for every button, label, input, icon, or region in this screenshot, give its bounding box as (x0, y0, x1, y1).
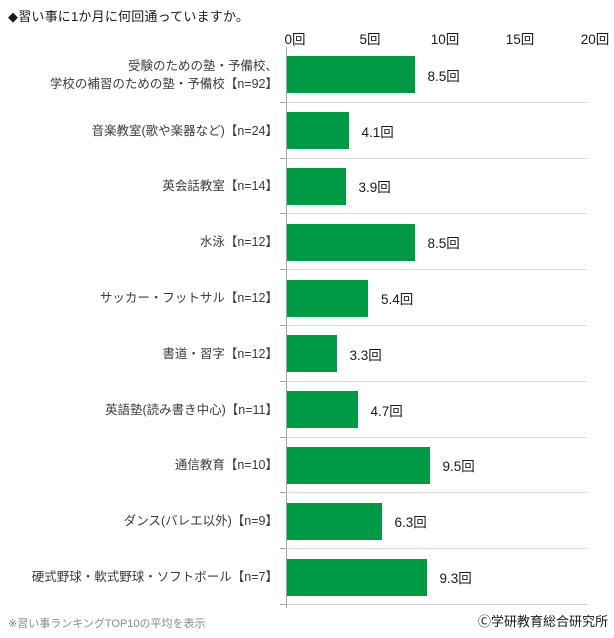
plot-cell: 4.7回 (280, 381, 587, 438)
plot-cell: 9.3回 (280, 549, 587, 608)
axis-bottom-tick (286, 603, 287, 608)
bar (287, 446, 430, 484)
value-label: 3.3回 (349, 347, 382, 363)
plot-cell: 8.5回 (280, 214, 587, 271)
chart-row: 書道・習字【n=12】 3.3回 (0, 325, 614, 382)
value-label: 5.4回 (381, 292, 414, 308)
category-label: 受験のための塾・予備校、 学校の補習のための塾・予備校【n=92】 (49, 58, 278, 91)
bar (287, 112, 349, 150)
chart-row: 英語塾(読み書き中心)【n=11】 4.7回 (0, 381, 614, 438)
plot-cell: 6.3回 (280, 493, 587, 550)
axis-top-tick (294, 43, 295, 47)
value-label: 9.3回 (439, 571, 472, 587)
category-label: 書道・習字【n=12】 (162, 346, 278, 361)
x-axis-tick-label: 0回 (284, 32, 306, 47)
value-label: 6.3回 (394, 515, 427, 531)
bar (287, 167, 346, 205)
value-label: 9.5回 (442, 459, 475, 475)
category-label: ダンス(バレエ以外)【n=9】 (123, 514, 278, 529)
category-label: サッカー・フットサル【n=12】 (99, 291, 278, 306)
value-label: 4.7回 (370, 403, 403, 419)
chart-row: 通信教育【n=10】 9.5回 (0, 437, 614, 494)
value-label: 3.9回 (358, 180, 391, 196)
x-axis-tick-label: 5回 (359, 32, 381, 47)
bar (287, 502, 382, 540)
axis-tick (280, 101, 286, 103)
axis-tick (280, 436, 286, 438)
plot-cell: 3.3回 (280, 325, 587, 382)
value-label: 8.5回 (427, 68, 460, 84)
plot-cell: 5.4回 (280, 270, 587, 326)
axis-tick (280, 492, 286, 494)
value-label: 8.5回 (427, 236, 460, 252)
bar (287, 223, 415, 261)
bar (287, 335, 337, 373)
x-axis-tick-label: 15回 (505, 32, 535, 47)
chart-row: 英会話教室【n=14】 3.9回 (0, 158, 614, 215)
category-label: 英語塾(読み書き中心)【n=11】 (104, 402, 278, 417)
axis-tick (280, 269, 286, 271)
bar (287, 558, 427, 596)
plot-area: 受験のための塾・予備校、 学校の補習のための塾・予備校【n=92】 8.5回 音楽教… (0, 43, 614, 608)
x-axis-tick-label: 20回 (580, 32, 610, 47)
bar (287, 279, 368, 317)
chart-row: 水泳【n=12】 8.5回 (0, 214, 614, 271)
category-label: 英会話教室【n=14】 (162, 179, 278, 194)
category-label: 音楽教室(歌や楽器など)【n=24】 (91, 123, 278, 138)
bar (287, 391, 358, 429)
axis-tick (280, 548, 286, 550)
category-label: 通信教育【n=10】 (174, 458, 278, 473)
chart-row: サッカー・フットサル【n=12】 5.4回 (0, 270, 614, 326)
chart-footnote: ※習い事ランキングTOP10の平均を表示 (8, 618, 206, 630)
category-label: 硬式野球・軟式野球・ソフトボール【n=7】 (31, 570, 278, 584)
plot-cell: 9.5回 (280, 437, 587, 494)
chart-row: 音楽教室(歌や楽器など)【n=24】 4.1回 (0, 102, 614, 159)
axis-tick (280, 213, 286, 215)
x-axis-tick-label: 10回 (430, 32, 460, 47)
category-label: 水泳【n=12】 (199, 235, 278, 250)
value-label: 4.1回 (361, 124, 394, 140)
chart-title: ◆習い事に1か月に何回通っていますか。 (8, 9, 250, 24)
axis-tick (280, 157, 286, 159)
x-axis: 0回 5回 10回 15回 20回 (0, 28, 614, 47)
chart-row: ダンス(バレエ以外)【n=9】 6.3回 (0, 493, 614, 550)
chart-row: 受験のための塾・予備校、 学校の補習のための塾・予備校【n=92】 8.5回 (0, 47, 614, 103)
axis-tick (280, 603, 286, 605)
axis-tick (280, 324, 286, 326)
chart-row: 硬式野球・軟式野球・ソフトボール【n=7】 9.3回 (0, 549, 614, 608)
bar (287, 56, 415, 94)
axis-tick (280, 380, 286, 382)
plot-cell: 3.9回 (280, 158, 587, 215)
plot-cell: 8.5回 (280, 47, 587, 103)
copyright-notice: Ⓒ学研教育総合研究所 (477, 614, 608, 629)
plot-cell: 4.1回 (280, 102, 587, 159)
